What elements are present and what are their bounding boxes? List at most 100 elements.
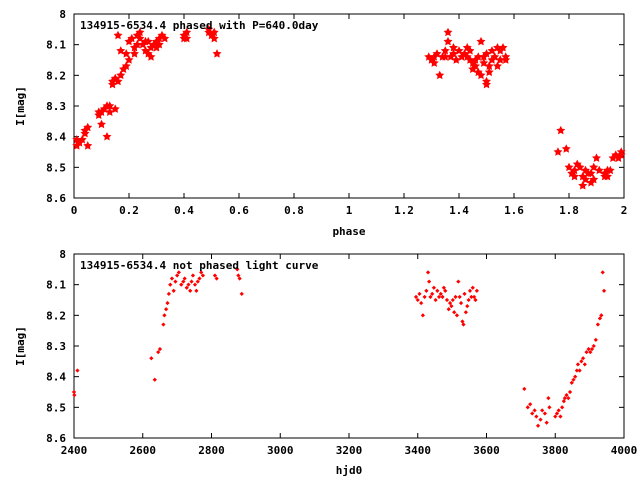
unphased-data-point	[450, 297, 455, 303]
phased-data-point	[429, 58, 439, 67]
phased-data-point	[589, 162, 599, 172]
phased-data-point	[501, 55, 511, 64]
unphased-data-point	[532, 408, 537, 413]
unphased-data-point	[174, 273, 180, 278]
unphased-x-tick-label: 3400	[405, 444, 432, 457]
unphased-data-point	[417, 291, 422, 297]
phased-data-point	[121, 49, 131, 58]
unphased-data-point	[192, 282, 198, 287]
phased-data-point	[570, 171, 579, 181]
phased-data-point	[435, 70, 445, 80]
phased-data-point	[586, 168, 596, 178]
unphased-data-point	[435, 288, 440, 293]
unphased-data-point	[465, 303, 470, 309]
unphased-x-tick-label: 2600	[130, 444, 157, 457]
phased-data-point	[476, 70, 486, 80]
unphased-data-point	[173, 279, 178, 284]
phased-data-point	[102, 131, 112, 141]
unphased-data-point	[586, 346, 591, 352]
unphased-chart-title: 134915-6534.4 not phased light curve	[80, 259, 319, 272]
unphased-y-tick-label: 8.6	[46, 432, 66, 445]
unphased-data-point	[444, 297, 450, 303]
phased-data-point	[592, 153, 601, 162]
unphased-data-point	[237, 276, 242, 281]
unphased-data-point	[467, 288, 473, 293]
unphased-data-point	[460, 319, 465, 324]
phased-y-tick-label: 8.5	[46, 161, 66, 174]
phased-data-point	[130, 49, 139, 58]
unphased-data-point	[457, 294, 462, 300]
unphased-data-point	[530, 411, 535, 416]
phased-y-tick-label: 8	[59, 8, 66, 21]
unphased-data-point	[582, 362, 587, 367]
phased-data-point	[465, 46, 475, 55]
phased-data-point	[77, 135, 87, 144]
unphased-data-point	[181, 279, 186, 284]
unphased-data-point	[426, 279, 432, 284]
phased-data-point	[116, 46, 126, 55]
unphased-data-point	[169, 276, 175, 281]
unphased-data-point	[433, 297, 438, 303]
phased-data-point	[116, 70, 126, 80]
unphased-y-tick-label: 8.5	[46, 401, 66, 414]
unphased-data-point	[162, 313, 167, 318]
unphased-data-point	[420, 313, 426, 318]
unphased-data-point	[149, 356, 154, 361]
unphased-data-point	[553, 414, 558, 419]
phased-data-point	[108, 79, 117, 89]
phased-data-point	[482, 79, 491, 89]
unphased-data-point	[599, 313, 604, 318]
phased-data-point	[209, 33, 219, 43]
phased-x-tick-label: 1.4	[449, 204, 469, 217]
unphased-data-point	[440, 294, 445, 300]
phased-x-axis-label: phase	[332, 225, 365, 238]
phased-data-point	[160, 33, 170, 43]
phased-data-point	[105, 107, 115, 116]
phased-axis-ticks: 0 0.2 0.4 0.6 0.8 1 1.2 1.4 1.6 1.8 2 8 8.1 8.2 8.3 8.4…	[46, 8, 627, 217]
phased-y-tick-label: 8.6	[46, 192, 66, 205]
unphased-data-point	[197, 276, 202, 281]
phased-data-point	[578, 181, 588, 190]
unphased-data-point	[157, 346, 163, 352]
phased-x-tick-label: 0.6	[229, 204, 249, 217]
unphased-data-point	[573, 374, 578, 379]
unphased-y-tick-label: 8.2	[46, 309, 66, 322]
unphased-data-point	[453, 294, 458, 300]
unphased-x-tick-label: 4000	[611, 444, 638, 457]
phased-data-point	[616, 150, 626, 159]
phased-data-point	[154, 39, 164, 49]
phased-data-point	[490, 52, 500, 61]
unphased-data-point	[447, 300, 453, 306]
phased-data-point	[564, 162, 574, 172]
unphased-y-tick-label: 8.4	[46, 371, 66, 384]
unphased-data-point	[466, 297, 471, 303]
phased-data-point	[451, 55, 461, 64]
unphased-data-point	[559, 405, 565, 410]
unphased-x-tick-label: 3600	[473, 444, 500, 457]
phased-data-point	[121, 61, 131, 70]
unphased-data-point	[525, 405, 530, 410]
phased-data-point	[449, 43, 458, 52]
unphased-data-points	[71, 267, 607, 428]
unphased-y-tick-label: 8.3	[46, 340, 66, 353]
unphased-data-point	[569, 380, 574, 385]
unphased-data-point	[546, 395, 551, 401]
unphased-data-point	[556, 408, 561, 413]
unphased-data-point	[540, 408, 545, 413]
unphased-data-point	[474, 288, 480, 293]
phased-data-point	[182, 33, 192, 43]
unphased-data-point	[534, 414, 539, 419]
phased-data-point	[471, 61, 480, 70]
unphased-data-point	[564, 392, 569, 398]
unphased-data-point	[538, 417, 543, 422]
unphased-data-point	[214, 276, 219, 281]
unphased-data-point	[577, 368, 582, 373]
unphased-data-point	[236, 273, 241, 278]
unphased-data-point	[542, 411, 548, 416]
unphased-data-point	[547, 405, 552, 410]
phased-x-tick-label: 0	[71, 204, 78, 217]
phased-data-point	[581, 174, 590, 184]
unphased-data-point	[567, 389, 573, 395]
unphased-data-point	[212, 273, 218, 278]
